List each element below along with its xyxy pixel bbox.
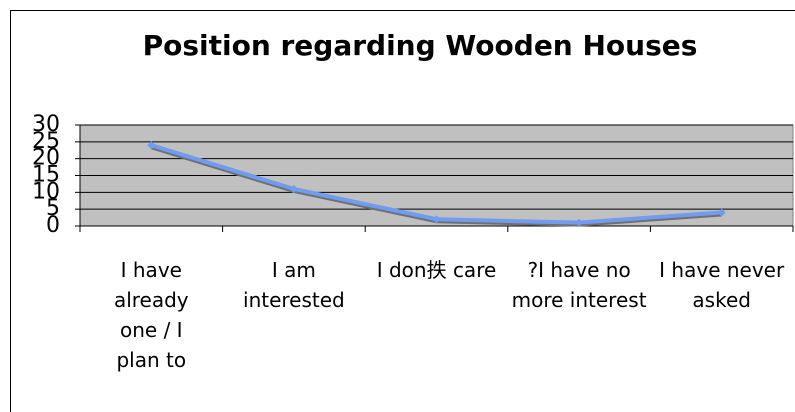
x-tick-label: I have already one / I plan to bbox=[113, 258, 189, 372]
marker bbox=[147, 141, 156, 150]
y-tick-label: 10 bbox=[32, 179, 60, 204]
chart-title: Position regarding Wooden Houses bbox=[143, 29, 698, 62]
y-tick-label: 25 bbox=[32, 129, 60, 154]
y-tick-label: 15 bbox=[32, 163, 60, 188]
y-tick-label: 30 bbox=[32, 112, 60, 137]
x-tick-label: I am interested bbox=[243, 258, 345, 312]
marker bbox=[432, 215, 441, 224]
x-tick-label: I don抶 care bbox=[376, 258, 497, 282]
x-tick-label: I have never asked bbox=[659, 258, 785, 312]
marker bbox=[289, 184, 298, 193]
marker bbox=[717, 208, 726, 217]
y-tick-label: 20 bbox=[32, 146, 60, 171]
x-tick-label: ?I have no more interest bbox=[511, 258, 647, 312]
marker bbox=[575, 218, 584, 227]
y-tick-label: 0 bbox=[46, 213, 60, 238]
y-tick-label: 5 bbox=[46, 196, 60, 221]
